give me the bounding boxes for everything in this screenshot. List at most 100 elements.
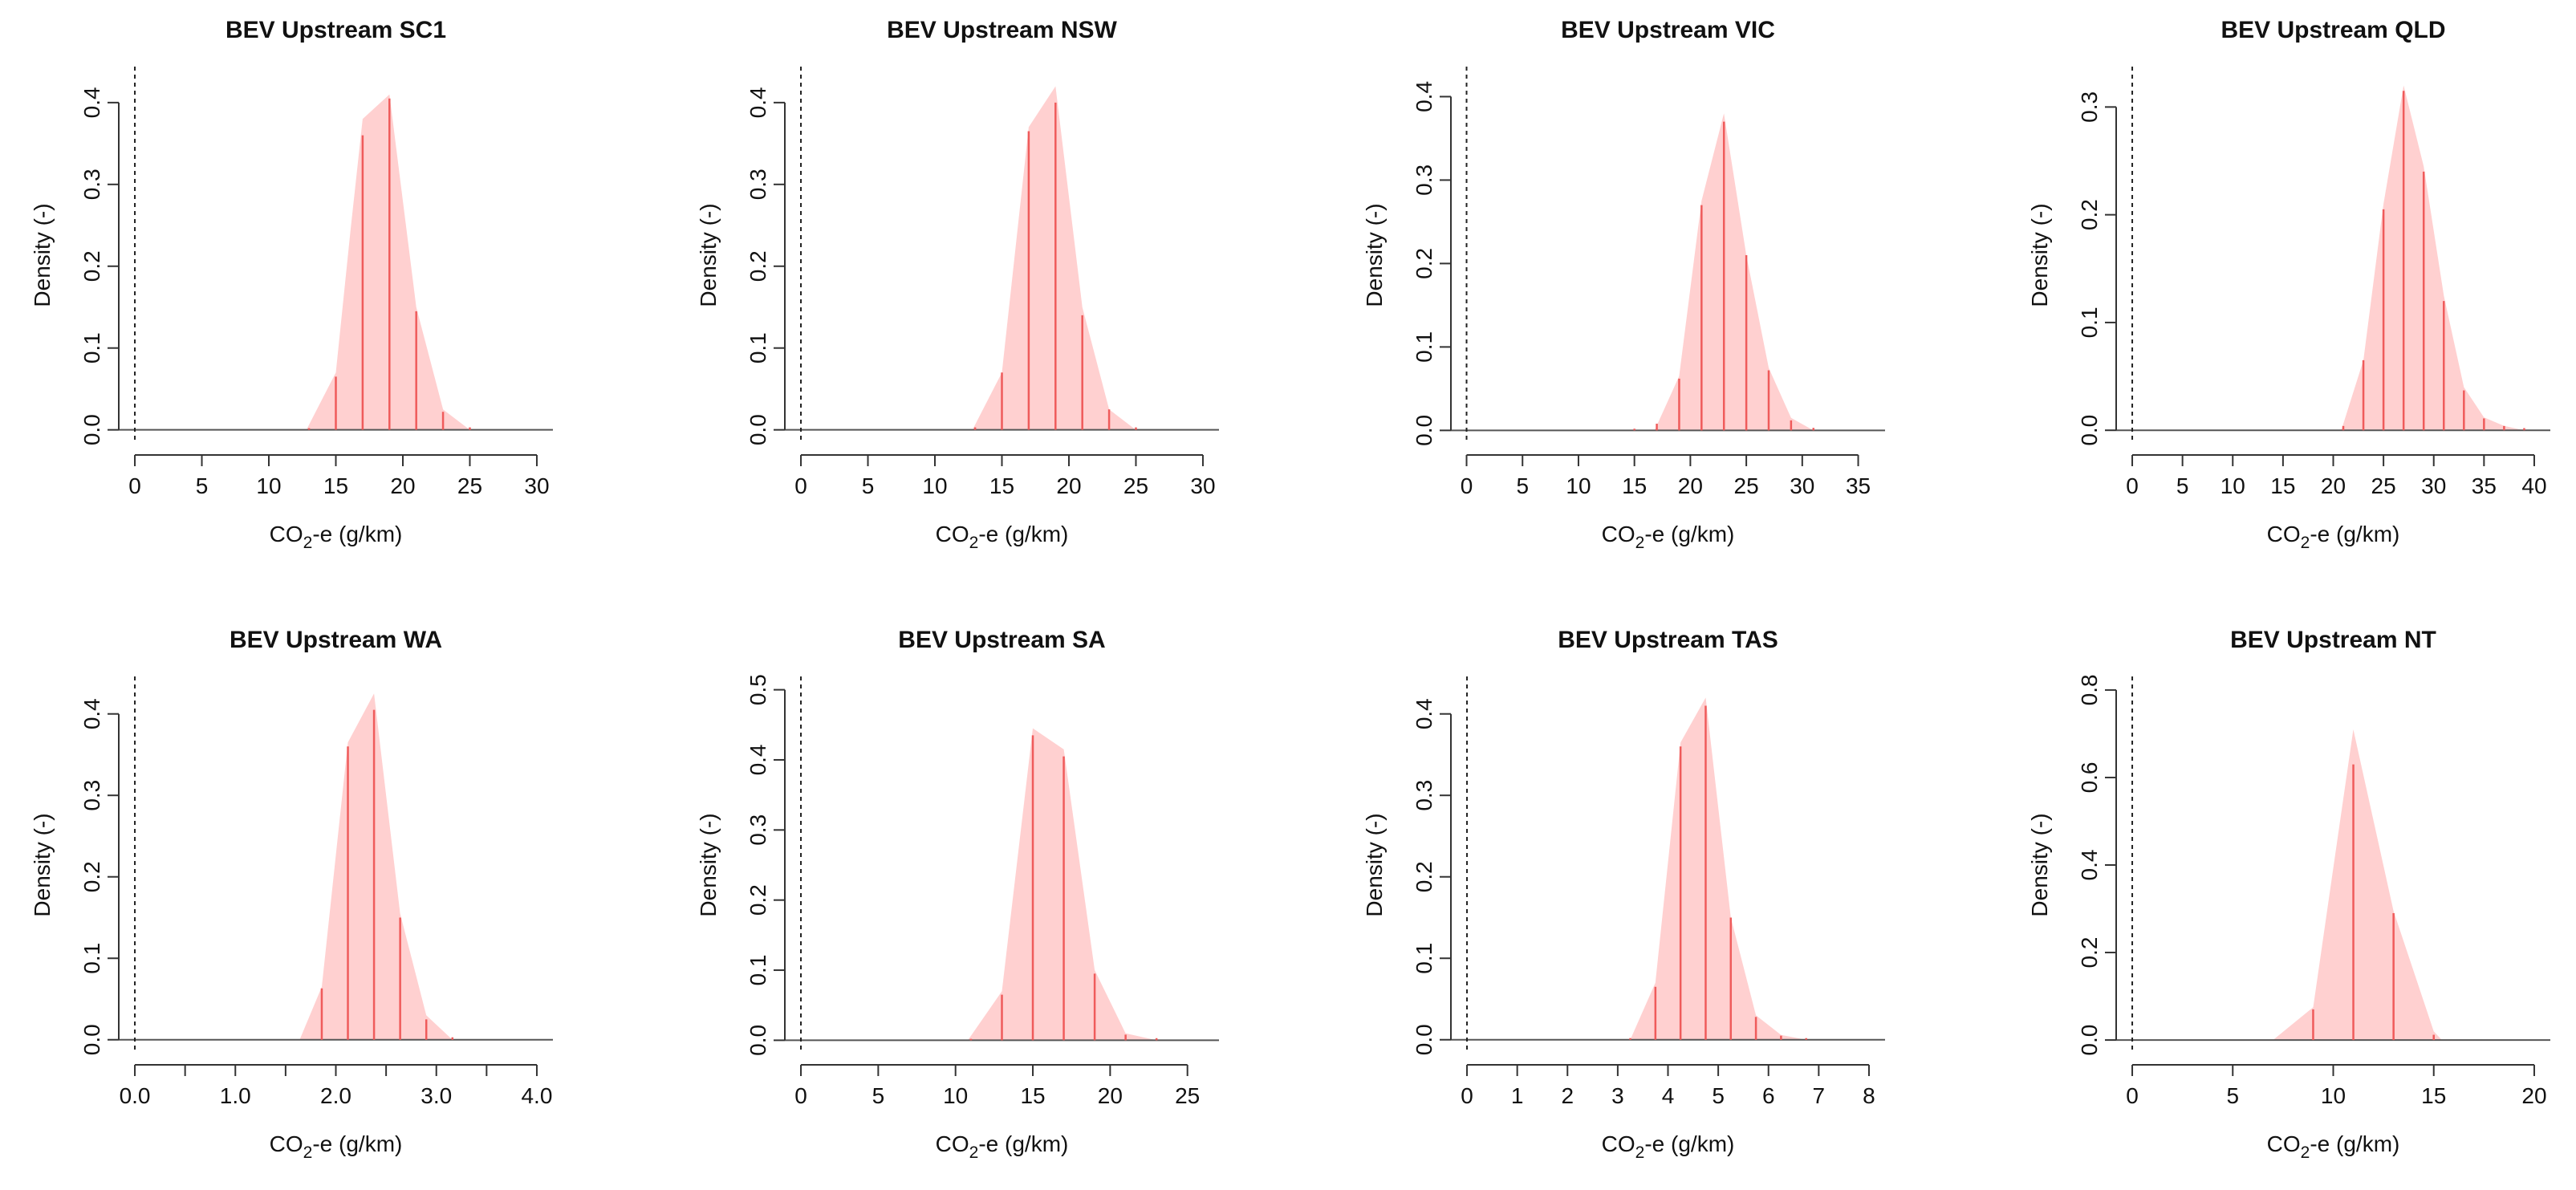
x-tick-label: 3 [1611, 1083, 1624, 1108]
x-tick-label: 25 [1175, 1083, 1200, 1108]
x-tick-label: 30 [2421, 473, 2446, 498]
x-axis-label: CO2-e (g/km) [2267, 1131, 2400, 1162]
x-axis-label: CO2-e (g/km) [2267, 522, 2400, 552]
y-tick-label: 0.0 [746, 1025, 770, 1056]
density-area [968, 728, 1157, 1041]
x-tick-label: 5 [2176, 473, 2189, 498]
y-tick-label: 0.1 [1412, 943, 1436, 974]
y-tick-label: 0.4 [746, 87, 770, 118]
x-axis-label-suffix: -e (g/km) [1644, 1131, 1734, 1156]
y-tick-label: 0.4 [79, 87, 104, 118]
y-tick-label: 0.3 [79, 169, 104, 200]
x-axis-label-prefix: CO [270, 1131, 303, 1156]
x-tick-label: 0 [2126, 1083, 2139, 1108]
x-tick-label: 1.0 [220, 1083, 251, 1108]
panel-2: BEV Upstream NSW 0.0 0.1 0.2 0.3 0.4 Density (… [696, 17, 1219, 552]
y-tick-label: 0.1 [1412, 331, 1436, 363]
x-axis-label-suffix: -e (g/km) [2310, 522, 2399, 546]
x-tick-label: 5 [1712, 1083, 1725, 1108]
x-axis-label-suffix: -e (g/km) [978, 1131, 1068, 1156]
y-tick-label: 0.6 [2077, 762, 2102, 793]
y-axis-label: Density (-) [1362, 813, 1387, 916]
y-tick-label: 0.2 [1412, 861, 1436, 892]
y-axis-label: Density (-) [696, 203, 721, 307]
y-axis-label: Density (-) [2027, 813, 2052, 916]
x-tick-label: 20 [2321, 473, 2346, 498]
y-axis-label: Density (-) [30, 203, 55, 307]
y-axis-label: Density (-) [2027, 203, 2052, 307]
x-tick-label: 15 [2421, 1083, 2446, 1108]
x-axis-label-subscript: 2 [1635, 1143, 1645, 1162]
x-tick-label: 2 [1561, 1083, 1574, 1108]
y-tick-label: 0.5 [746, 674, 770, 705]
panel-8: BEV Upstream NT 0.0 0.2 0.4 0.6 0.8 Density (-… [2027, 627, 2550, 1162]
x-axis-label-subscript: 2 [303, 534, 313, 552]
x-tick-label: 40 [2521, 473, 2546, 498]
y-tick-label: 0.8 [2077, 674, 2102, 705]
x-tick-label: 15 [1020, 1083, 1045, 1108]
x-axis-label: CO2-e (g/km) [270, 522, 403, 552]
x-axis-label: CO2-e (g/km) [1602, 1131, 1735, 1162]
panel-7: BEV Upstream TAS 0.0 0.1 0.2 0.3 0.4 Density (… [1362, 627, 1885, 1162]
x-axis-label-subscript: 2 [2301, 534, 2310, 552]
density-area [299, 693, 453, 1040]
x-tick-label: 0 [794, 1083, 807, 1108]
x-tick-label: 10 [1566, 473, 1591, 498]
x-axis-label: CO2-e (g/km) [1602, 522, 1735, 552]
y-tick-label: 0.3 [746, 169, 770, 200]
y-tick-label: 0.4 [746, 744, 770, 775]
y-tick-label: 0.0 [79, 1024, 104, 1055]
x-tick-label: 25 [2371, 473, 2396, 498]
panel-6: BEV Upstream SA 0.0 0.1 0.2 0.3 0.4 0.5 Density… [696, 627, 1219, 1162]
panel-title: BEV Upstream SA [898, 627, 1105, 653]
y-tick-label: 0.1 [746, 332, 770, 363]
y-tick-label: 0.2 [2077, 937, 2102, 969]
x-tick-label: 4 [1662, 1083, 1675, 1108]
x-tick-label: 35 [1846, 473, 1871, 498]
x-axis-label: CO2-e (g/km) [936, 522, 1069, 552]
x-tick-label: 3.0 [421, 1083, 452, 1108]
x-axis-label-subscript: 2 [2301, 1143, 2310, 1162]
y-tick-label: 0.0 [1412, 415, 1436, 446]
panel-4: BEV Upstream QLD 0.0 0.1 0.2 0.3 Density (-) 0… [2027, 17, 2550, 552]
panel-1: BEV Upstream SC1 0.0 0.1 0.2 0.3 0.4 Density (… [30, 17, 553, 552]
x-tick-label: 5 [862, 473, 875, 498]
panel-3: BEV Upstream VIC 0.0 0.1 0.2 0.3 0.4 Density (… [1362, 17, 1885, 552]
x-axis-label-suffix: -e (g/km) [1644, 522, 1734, 546]
x-tick-label: 0.0 [120, 1083, 151, 1108]
panel-title: BEV Upstream VIC [1561, 17, 1775, 43]
y-tick-label: 0.1 [2077, 307, 2102, 338]
density-area [2273, 729, 2442, 1041]
x-tick-label: 30 [524, 473, 549, 498]
x-tick-label: 35 [2472, 473, 2497, 498]
y-tick-label: 0.1 [79, 943, 104, 974]
x-tick-label: 0 [2126, 473, 2139, 498]
x-axis-label-prefix: CO [1602, 522, 1635, 546]
x-tick-label: 10 [256, 473, 281, 498]
y-tick-label: 0.3 [1412, 780, 1436, 811]
x-tick-label: 8 [1863, 1083, 1875, 1108]
x-tick-label: 6 [1762, 1083, 1775, 1108]
y-tick-label: 0.2 [2077, 199, 2102, 230]
x-tick-label: 0 [794, 473, 807, 498]
x-axis-label-prefix: CO [2267, 522, 2301, 546]
density-area [1654, 113, 1814, 431]
x-axis-label-prefix: CO [936, 522, 969, 546]
x-tick-label: 15 [989, 473, 1014, 498]
x-tick-label: 20 [1098, 1083, 1123, 1108]
y-tick-label: 0.4 [1412, 81, 1436, 112]
y-axis-label: Density (-) [696, 813, 721, 916]
x-tick-label: 10 [943, 1083, 968, 1108]
x-tick-label: 15 [1622, 473, 1647, 498]
x-axis-label-suffix: -e (g/km) [2310, 1131, 2399, 1156]
x-tick-label: 20 [2521, 1083, 2546, 1108]
y-axis-label: Density (-) [1362, 203, 1387, 307]
x-tick-label: 20 [390, 473, 415, 498]
panel-title: BEV Upstream TAS [1558, 627, 1778, 653]
panel-5: BEV Upstream WA 0.0 0.1 0.2 0.3 0.4 Density (-… [30, 627, 553, 1162]
x-tick-label: 30 [1790, 473, 1814, 498]
x-tick-label: 5 [1516, 473, 1529, 498]
x-tick-label: 10 [2321, 1083, 2346, 1108]
y-tick-label: 0.3 [2077, 91, 2102, 123]
